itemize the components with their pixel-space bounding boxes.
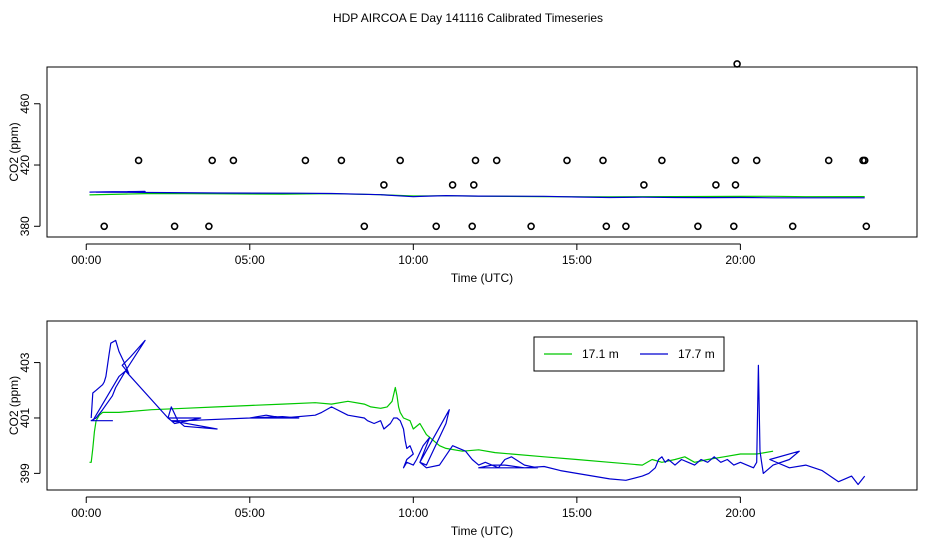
x-axis: 00:00 05:00 10:00 15:00 20:00 Time (UTC) [71, 496, 756, 538]
x-tick-label: 00:00 [71, 253, 101, 267]
calibration-point [134, 156, 143, 165]
plot-frame [46, 320, 918, 491]
x-axis-label: Time (UTC) [451, 271, 513, 285]
x-tick-label: 20:00 [725, 506, 755, 520]
y-tick-label: 399 [18, 463, 32, 483]
series-line-17-7-m [89, 190, 865, 199]
chart-panels: 00:00 05:00 10:00 15:00 20:00 Time (UTC) 380 42… [7, 60, 918, 538]
x-tick-label: 00:00 [71, 506, 101, 520]
calibration-point [432, 222, 441, 231]
calibration-point [860, 156, 869, 165]
x-tick-label: 05:00 [235, 506, 265, 520]
calibration-point [396, 156, 405, 165]
panel-1: 00:00 05:00 10:00 15:00 20:00 Time (UTC) 380 42… [7, 60, 918, 285]
calibration-point [170, 222, 179, 231]
calibration-point [712, 181, 720, 189]
y-tick-label: 460 [18, 93, 32, 113]
series-line-17-1-m [89, 386, 774, 466]
calibration-point [469, 181, 478, 189]
calibration-point [729, 222, 738, 231]
calibration-point [752, 156, 761, 165]
calibration-point [448, 181, 457, 189]
x-axis: 00:00 05:00 10:00 15:00 20:00 Time (UTC) [71, 243, 756, 285]
x-tick-label: 15:00 [562, 253, 592, 267]
legend-label: 17.1 m [582, 347, 619, 361]
x-tick-label: 15:00 [562, 506, 592, 520]
calibration-point [694, 222, 702, 231]
panel-2: 00:00 05:00 10:00 15:00 20:00 Time (UTC) 399 40… [7, 320, 918, 538]
y-axis-label: CO2 (ppm) [7, 122, 21, 181]
legend-label: 17.7 m [678, 347, 715, 361]
y-axis: 399 401 403 CO2 (ppm) [7, 352, 41, 483]
calibration-point [862, 222, 871, 231]
x-tick-label: 10:00 [398, 253, 428, 267]
calibration-point [731, 181, 740, 189]
series-line-17-7-m [90, 339, 866, 486]
calibration-point [731, 156, 740, 165]
y-tick-label: 380 [18, 216, 32, 236]
y-axis-label: CO2 (ppm) [7, 376, 21, 435]
y-tick-label: 403 [18, 352, 32, 372]
calibration-point [301, 156, 310, 165]
calibration-point [602, 222, 611, 231]
calibration-point [733, 60, 741, 68]
calibration-point [658, 156, 666, 165]
calibration-point [527, 222, 535, 231]
calibration-point [468, 222, 477, 231]
calibration-point [360, 222, 369, 231]
y-tick-label: 401 [18, 408, 32, 428]
calibration-point [229, 156, 238, 165]
x-tick-label: 05:00 [235, 253, 265, 267]
x-tick-label: 10:00 [398, 506, 428, 520]
figure-title: HDP AIRCOA E Day 141116 Calibrated Times… [333, 11, 603, 25]
calibration-point [824, 156, 833, 165]
calibration-point [622, 222, 630, 231]
calibration-point [492, 156, 501, 165]
calibration-point [788, 222, 797, 231]
calibration-point [205, 222, 213, 231]
x-axis-label: Time (UTC) [451, 524, 513, 538]
calibration-point [100, 222, 108, 231]
calibration-points [100, 60, 871, 231]
calibration-point [208, 156, 216, 165]
x-tick-label: 20:00 [725, 253, 755, 267]
y-axis: 380 420 460 CO2 (ppm) [7, 93, 41, 236]
calibration-point [599, 156, 607, 165]
legend: 17.1 m 17.7 m [533, 336, 725, 372]
calibration-point [640, 181, 648, 189]
y-tick-label: 420 [18, 155, 32, 175]
calibration-point [471, 156, 480, 165]
calibration-point [337, 156, 346, 165]
plot-frame [46, 66, 918, 238]
calibration-point [380, 181, 388, 189]
calibration-point [563, 156, 571, 165]
